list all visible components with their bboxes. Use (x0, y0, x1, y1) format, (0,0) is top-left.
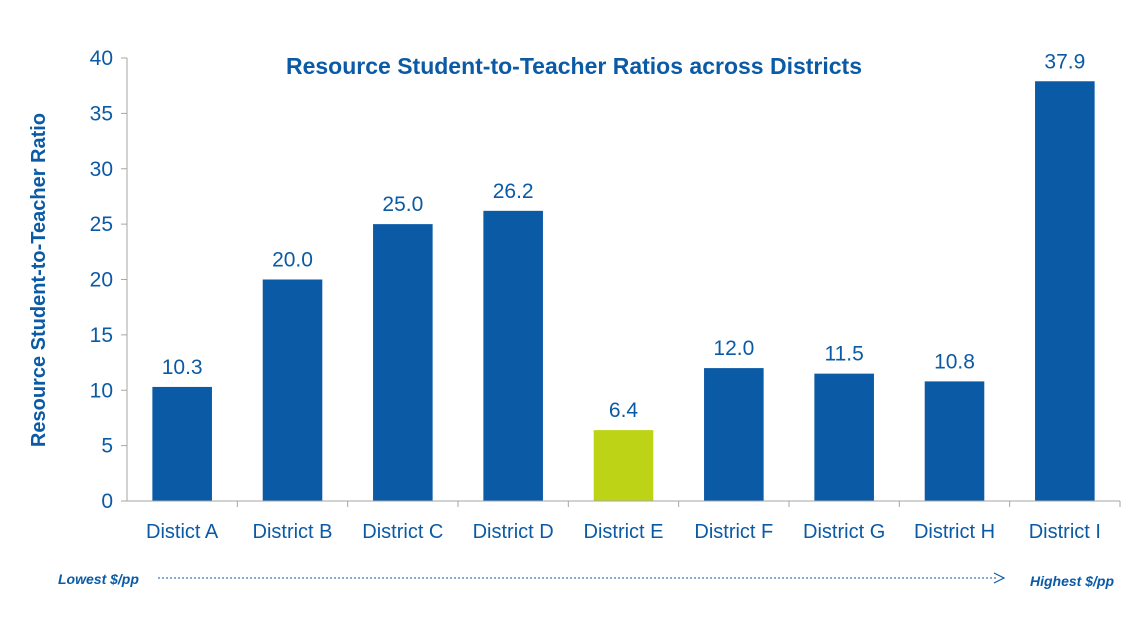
y-tick-label: 15 (90, 324, 113, 347)
spending-arrow-head-icon (993, 572, 1006, 584)
data-labels: 10.3 20.0 25.0 26.2 6.4 12.0 11.5 10.8 37.9 (162, 50, 1086, 422)
bar (483, 210, 543, 501)
y-tick-label: 40 (90, 47, 113, 70)
x-tick-label: District B (253, 521, 333, 543)
bar (262, 279, 323, 501)
bars (152, 81, 1095, 501)
x-tick-label: District G (803, 521, 885, 543)
footer-right-label: Highest $/pp (1030, 573, 1114, 589)
data-label: 10.8 (934, 350, 975, 373)
bar (814, 373, 874, 501)
data-label: 6.4 (609, 399, 639, 422)
x-tick-label: District D (473, 521, 554, 543)
x-axis: Distict A District B District C District D D… (146, 501, 1121, 543)
bar (593, 430, 654, 501)
data-label: 11.5 (825, 343, 864, 366)
x-tick-label: District H (914, 521, 995, 543)
y-tick-label: 5 (101, 435, 113, 458)
footer-left-label: Lowest $/pp (58, 571, 139, 587)
x-tick-label: Distict A (146, 521, 219, 543)
data-label: 25.0 (382, 193, 423, 216)
bar (373, 224, 433, 501)
x-tick-label: District C (362, 521, 443, 543)
data-label: 26.2 (493, 180, 534, 203)
data-label: 37.9 (1044, 50, 1085, 73)
x-tick-label: District E (584, 521, 664, 543)
data-label: 20.0 (272, 249, 313, 272)
x-tick-label: District F (694, 521, 773, 543)
data-label: 10.3 (162, 356, 203, 379)
y-tick-label: 35 (90, 102, 113, 125)
bar (1035, 81, 1095, 501)
y-tick-label: 10 (90, 379, 113, 402)
x-tick-label: District I (1029, 521, 1101, 543)
y-tick-label: 30 (90, 158, 113, 181)
y-tick-label: 25 (90, 213, 113, 236)
y-tick-label: 0 (101, 490, 113, 513)
bar (924, 381, 985, 501)
chart-title: Resource Student-to-Teacher Ratios acros… (286, 53, 862, 79)
y-tick-label: 20 (90, 269, 113, 292)
bar (152, 386, 212, 501)
bar (704, 368, 764, 501)
y-axis: 0 5 10 15 20 25 30 35 40 (90, 47, 127, 513)
y-axis-label: Resource Student-to-Teacher Ratio (28, 113, 50, 447)
data-label: 12.0 (713, 337, 754, 360)
